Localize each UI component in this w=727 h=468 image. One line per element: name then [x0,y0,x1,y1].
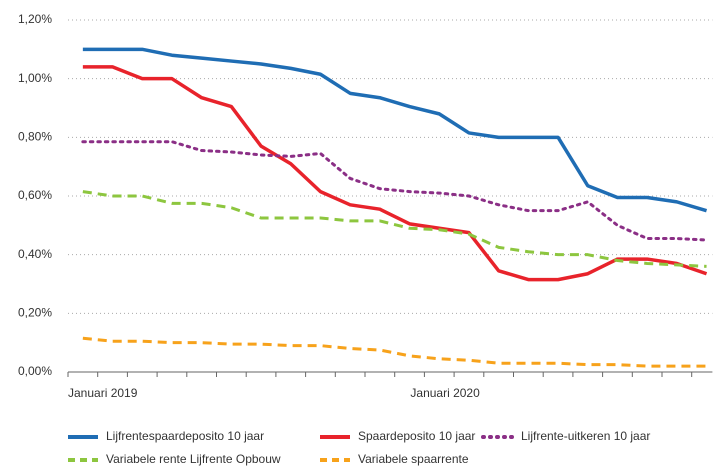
y-tick-label: 0,80% [18,130,52,144]
series-line [82,65,708,282]
y-tick-label: 0,20% [18,306,52,320]
x-tick-label: Januari 2019 [68,386,138,400]
legend-label: Lijfrente-uitkeren 10 jaar [521,429,650,443]
legend-label: Lijfrentespaardeposito 10 jaar [106,429,264,443]
legend-label: Variabele spaarrente [358,452,469,466]
legend-label: Variabele rente Lijfrente Opbouw [106,452,281,466]
series-line [81,140,709,242]
series-line [82,190,707,268]
series-line [82,336,707,368]
series-line [82,47,708,213]
y-tick-label: 0,60% [18,188,52,202]
x-tick-label: Januari 2020 [410,386,480,400]
y-tick-label: 0,00% [18,364,52,378]
y-tick-label: 1,00% [18,71,52,85]
y-tick-label: 1,20% [18,12,52,26]
legend-label: Spaardeposito 10 jaar [358,429,475,443]
y-tick-label: 0,40% [18,247,52,261]
